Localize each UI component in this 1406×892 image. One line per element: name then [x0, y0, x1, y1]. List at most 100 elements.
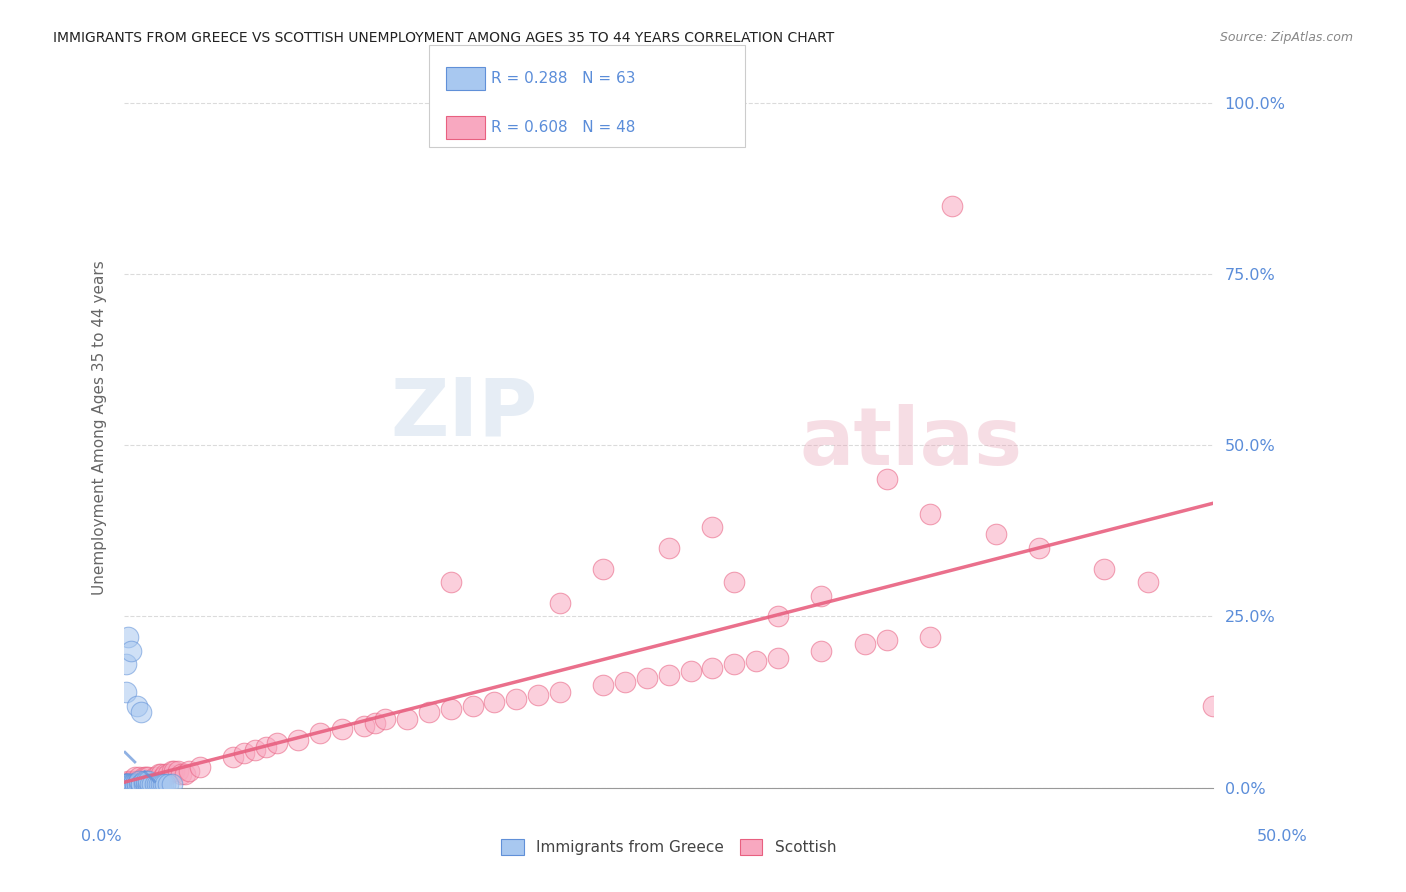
Text: ZIP: ZIP [391, 375, 538, 453]
Text: R = 0.608   N = 48: R = 0.608 N = 48 [491, 120, 636, 135]
Point [148, 767, 170, 781]
Point [1094, 561, 1116, 575]
Point [766, 609, 789, 624]
Point [131, 777, 153, 791]
Point [169, 767, 191, 781]
Point [115, 777, 138, 791]
Point [163, 764, 186, 778]
Point [658, 541, 681, 555]
Point [679, 665, 702, 679]
Point [330, 723, 353, 737]
Point [527, 688, 550, 702]
Point [115, 777, 138, 791]
Point [461, 698, 484, 713]
Point [117, 777, 139, 791]
Point [440, 702, 463, 716]
Point [124, 777, 146, 791]
Text: 0.0%: 0.0% [82, 830, 121, 844]
Point [876, 473, 898, 487]
Point [132, 777, 155, 791]
Point [117, 777, 139, 791]
Point [636, 671, 658, 685]
Point [152, 771, 174, 785]
Point [132, 773, 155, 788]
Point [155, 777, 177, 791]
Point [702, 520, 724, 534]
Point [132, 771, 155, 785]
Point [614, 674, 637, 689]
Point [115, 777, 138, 791]
Point [658, 667, 681, 681]
Point [125, 777, 148, 791]
Point [115, 777, 138, 791]
Text: Source: ZipAtlas.com: Source: ZipAtlas.com [1219, 31, 1353, 45]
Point [136, 771, 159, 785]
Point [723, 657, 745, 672]
Point [120, 773, 142, 788]
Point [121, 777, 143, 791]
Y-axis label: Unemployment Among Ages 35 to 44 years: Unemployment Among Ages 35 to 44 years [93, 260, 107, 596]
Point [131, 773, 153, 788]
Point [876, 633, 898, 648]
Point [125, 777, 148, 791]
Point [117, 777, 139, 791]
Point [167, 764, 190, 778]
Point [117, 777, 139, 791]
Text: IMMIGRANTS FROM GREECE VS SCOTTISH UNEMPLOYMENT AMONG AGES 35 TO 44 YEARS CORREL: IMMIGRANTS FROM GREECE VS SCOTTISH UNEMP… [53, 31, 835, 45]
Point [179, 764, 201, 778]
Point [125, 698, 148, 713]
Point [984, 527, 1007, 541]
Point [128, 777, 150, 791]
Point [148, 777, 170, 791]
Point [810, 644, 832, 658]
Point [374, 712, 396, 726]
Point [124, 777, 146, 791]
Point [505, 691, 527, 706]
Point [188, 760, 211, 774]
Point [418, 706, 440, 720]
Point [266, 736, 288, 750]
Point [920, 507, 942, 521]
Point [396, 712, 419, 726]
Point [723, 575, 745, 590]
Text: R = 0.288   N = 63: R = 0.288 N = 63 [491, 71, 636, 86]
Point [920, 630, 942, 644]
Point [124, 771, 146, 785]
Point [131, 777, 153, 791]
Point [1202, 698, 1225, 713]
Point [120, 777, 142, 791]
Point [124, 777, 146, 791]
Point [136, 773, 159, 788]
Point [143, 771, 166, 785]
Point [115, 657, 138, 672]
Point [121, 773, 143, 788]
Point [120, 777, 142, 791]
Point [160, 764, 183, 778]
Point [125, 777, 148, 791]
Point [156, 777, 179, 791]
Point [117, 773, 139, 788]
Point [135, 773, 157, 788]
Point [440, 575, 463, 590]
Point [766, 650, 789, 665]
Point [128, 773, 150, 788]
Point [120, 777, 142, 791]
Point [136, 773, 159, 788]
Point [128, 773, 150, 788]
Point [155, 767, 177, 781]
Point [1137, 575, 1160, 590]
Point [135, 777, 157, 791]
Point [120, 777, 142, 791]
Point [156, 767, 179, 781]
Point [353, 719, 375, 733]
Text: 50.0%: 50.0% [1257, 830, 1308, 844]
Point [150, 767, 173, 781]
Point [128, 777, 150, 791]
Point [150, 777, 173, 791]
Point [124, 773, 146, 788]
Point [128, 771, 150, 785]
Point [141, 773, 163, 788]
Point [363, 715, 385, 730]
Point [745, 654, 768, 668]
Point [484, 695, 506, 709]
